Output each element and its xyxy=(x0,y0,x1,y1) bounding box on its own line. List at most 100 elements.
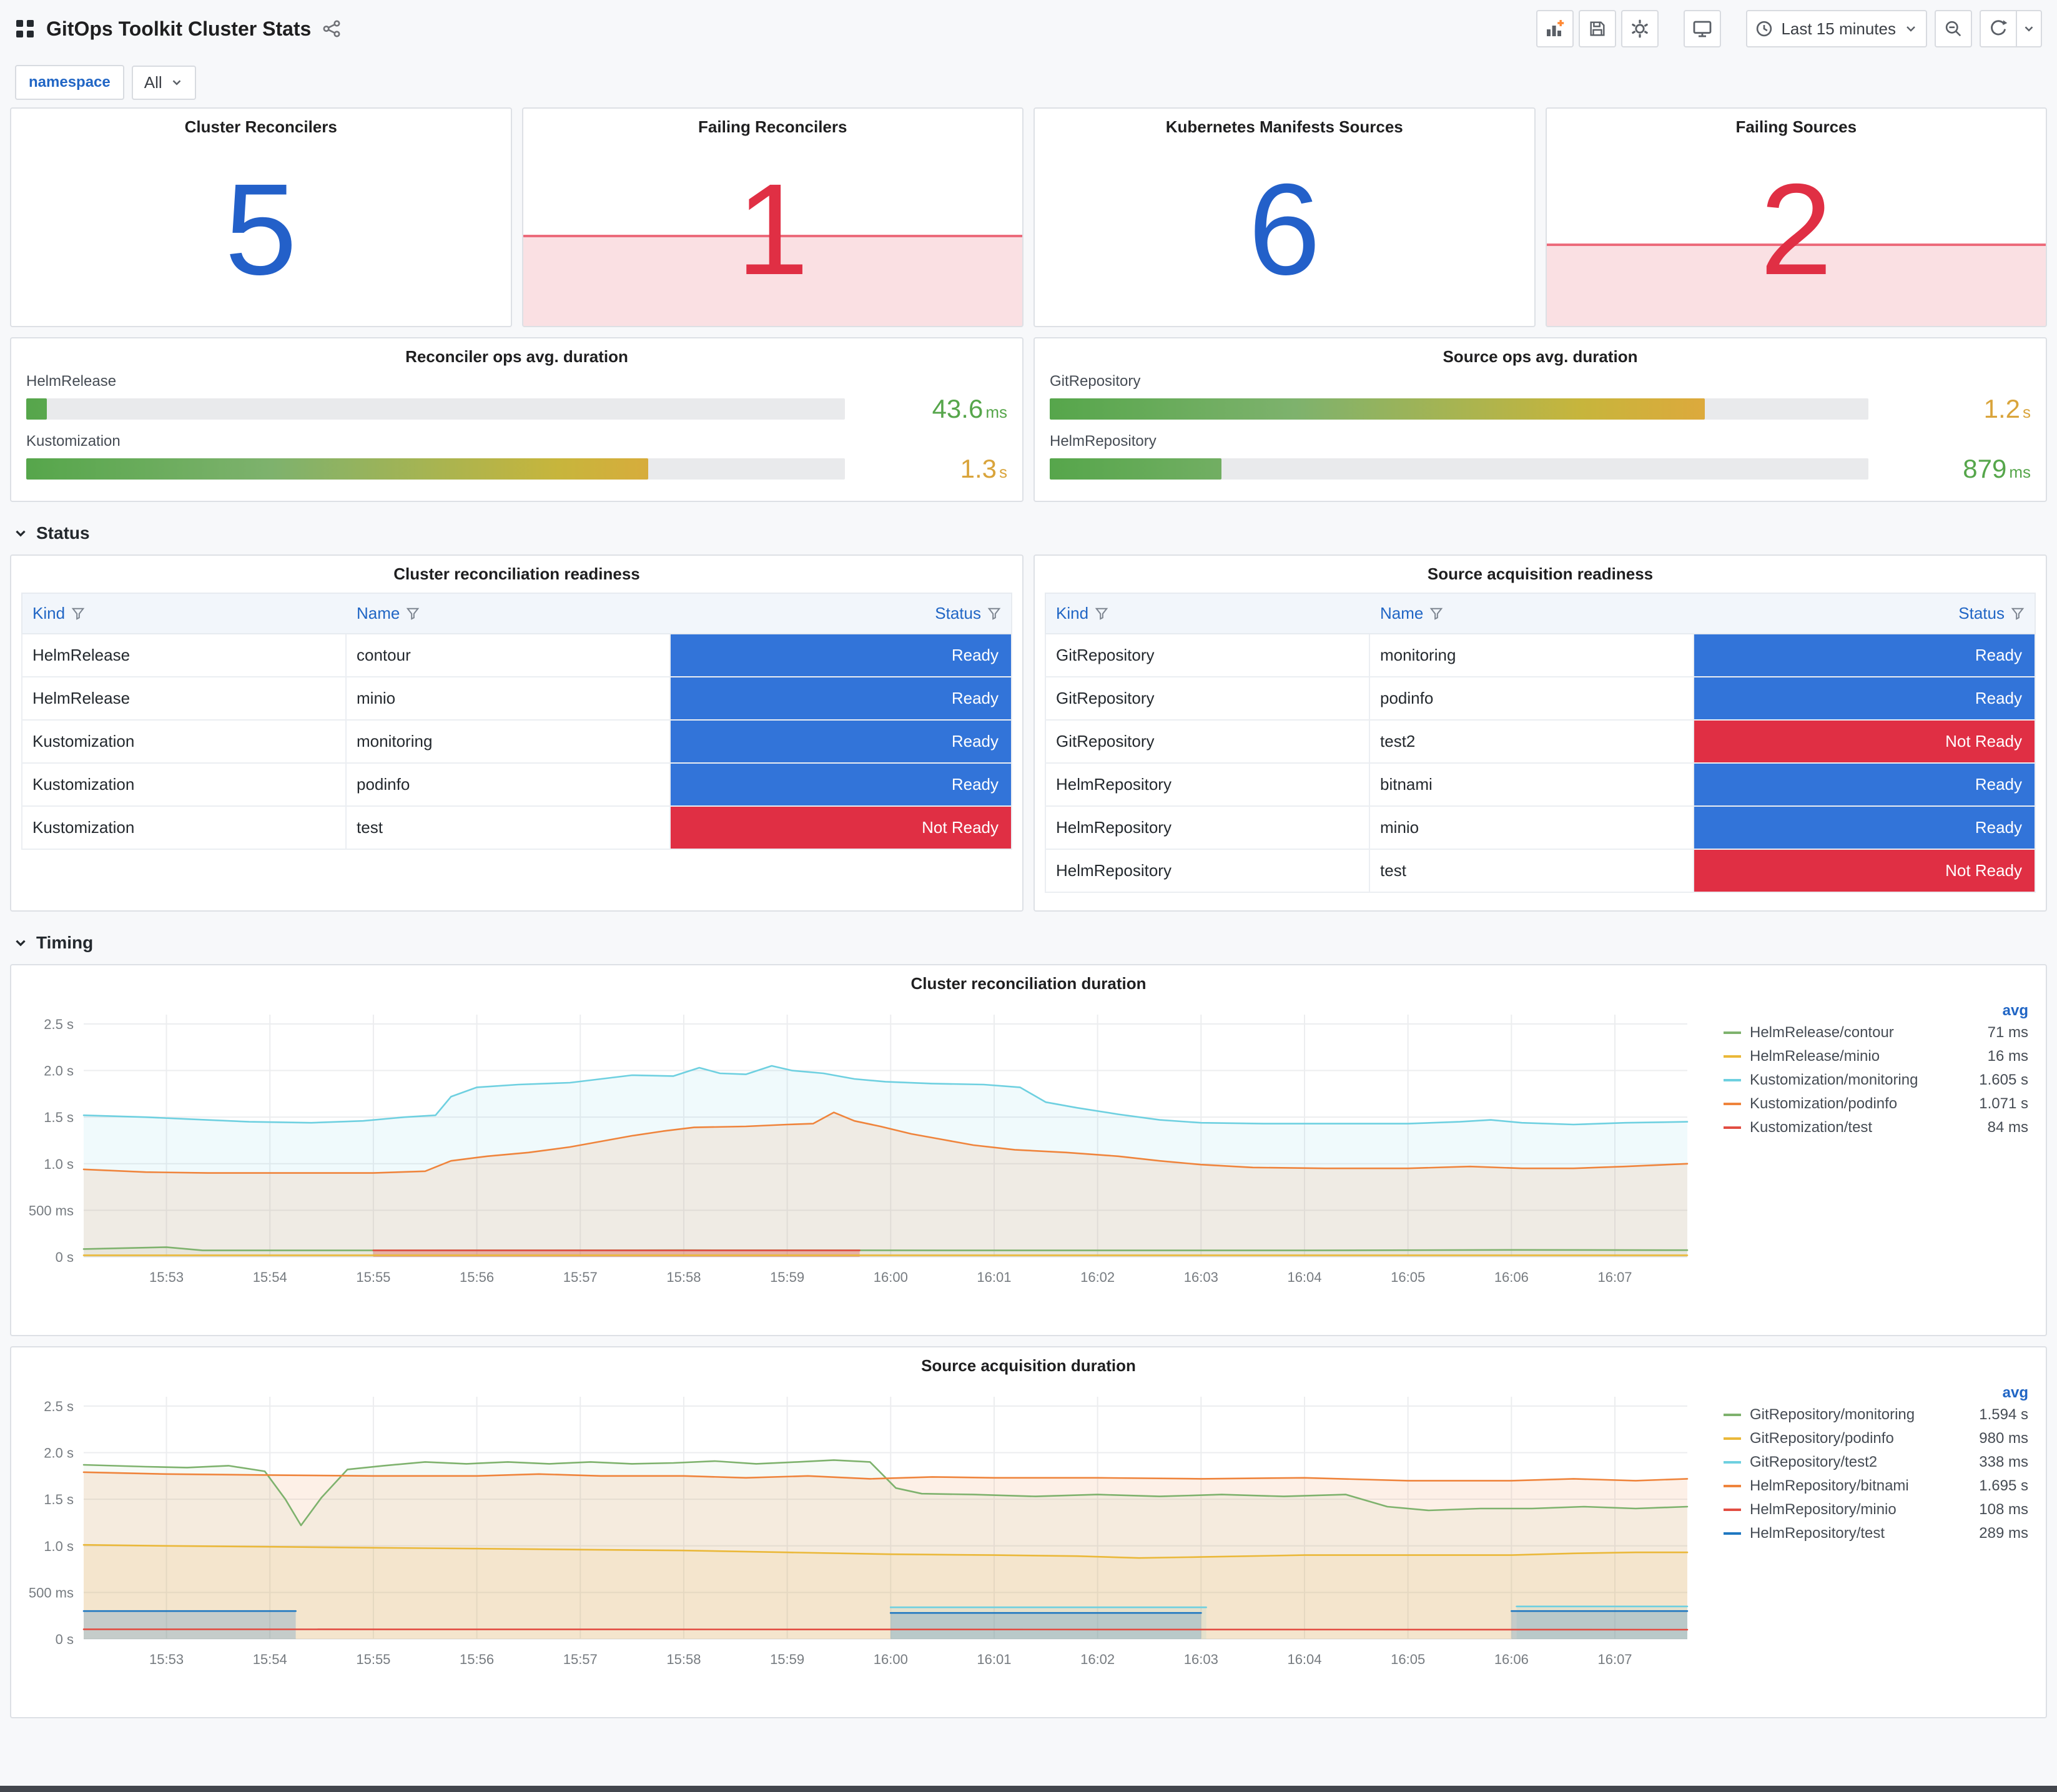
table-row: HelmRelease minio Ready xyxy=(21,677,1012,721)
svg-text:500 ms: 500 ms xyxy=(29,1585,74,1600)
cell-name: contour xyxy=(347,634,671,676)
gauge-bar xyxy=(1050,398,1705,420)
panel-title[interactable]: Reconciler ops avg. duration xyxy=(405,347,628,366)
time-series-chart[interactable]: 0 s 500 ms 1.0 s 1.5 s 2.0 s 2.5 s 15:53 15:54 1… xyxy=(16,1000,1696,1309)
legend-series-name[interactable]: GitRepository/test2 xyxy=(1750,1454,1878,1470)
cell-name: minio xyxy=(347,677,671,719)
dashboard-title[interactable]: GitOps Toolkit Cluster Stats xyxy=(46,17,312,40)
legend-series-name[interactable]: HelmRepository/bitnami xyxy=(1750,1477,1909,1494)
svg-text:2.5 s: 2.5 s xyxy=(44,1017,74,1032)
legend-item: Kustomization/monitoring 1.605 s xyxy=(1724,1068,2028,1092)
svg-text:15:54: 15:54 xyxy=(253,1269,287,1285)
svg-text:15:58: 15:58 xyxy=(666,1269,701,1285)
legend-series-name[interactable]: GitRepository/monitoring xyxy=(1750,1406,1915,1423)
panel-title[interactable]: Kubernetes Manifests Sources xyxy=(1165,117,1403,136)
svg-text:2.0 s: 2.0 s xyxy=(44,1063,74,1079)
column-header-kind[interactable]: Kind xyxy=(1046,594,1370,633)
stat-value: 6 xyxy=(1248,157,1321,302)
legend-series-color xyxy=(1724,1414,1741,1416)
cell-name: podinfo xyxy=(347,764,671,805)
zoom-out-button[interactable] xyxy=(1935,10,1972,47)
gauge-row: GitRepository 1.2 s xyxy=(1050,373,2031,424)
apps-grid-icon[interactable] xyxy=(15,19,35,39)
cell-name: monitoring xyxy=(347,721,671,762)
variable-namespace-dropdown[interactable]: All xyxy=(131,65,196,100)
gauge-panels-row: Reconciler ops avg. duration HelmRelease… xyxy=(10,337,2047,502)
cell-kind: HelmRelease xyxy=(22,677,347,719)
gauge-row: HelmRelease 43.6 ms xyxy=(26,373,1007,424)
chart-plot-area[interactable]: 0 s 500 ms 1.0 s 1.5 s 2.0 s 2.5 s 15:53 15:54 1… xyxy=(16,1000,1711,1309)
panel-title[interactable]: Cluster Reconcilers xyxy=(184,117,337,136)
panel-title[interactable]: Cluster reconciliation duration xyxy=(910,974,1147,993)
column-header-name[interactable]: Name xyxy=(1370,594,1694,633)
cell-kind: GitRepository xyxy=(1046,721,1371,762)
legend-series-name[interactable]: Kustomization/podinfo xyxy=(1750,1095,1898,1112)
panel-title[interactable]: Source acquisition readiness xyxy=(1427,564,1654,583)
filter-icon xyxy=(1430,608,1443,620)
column-header-status[interactable]: Status xyxy=(1694,594,2035,633)
svg-text:15:59: 15:59 xyxy=(770,1652,804,1667)
refresh-button[interactable] xyxy=(1980,10,2017,47)
chart-panel-cluster-reconciliation: Cluster reconciliation duration 0 s 500 m… xyxy=(10,964,2047,1336)
table-header-row: Kind Name Status xyxy=(1045,593,2036,634)
legend-item: HelmRepository/minio 108 ms xyxy=(1724,1498,2028,1522)
gauge-panel-source-ops: Source ops avg. duration GitRepository 1… xyxy=(1033,337,2047,502)
table-panel-cluster-readiness: Cluster reconciliation readiness Kind Na… xyxy=(10,554,1024,912)
column-header-status[interactable]: Status xyxy=(671,594,1011,633)
legend-series-color xyxy=(1724,1126,1741,1129)
legend-avg-header[interactable]: avg xyxy=(2002,1384,2028,1401)
add-panel-button[interactable] xyxy=(1536,10,1574,47)
status-badge: Ready xyxy=(1694,634,2035,676)
status-badge: Ready xyxy=(1694,764,2035,805)
svg-text:1.0 s: 1.0 s xyxy=(44,1156,74,1172)
status-badge: Not Ready xyxy=(671,807,1011,849)
svg-text:15:53: 15:53 xyxy=(149,1652,184,1667)
time-series-chart[interactable]: 0 s 500 ms 1.0 s 1.5 s 2.0 s 2.5 s 15:53 15:54 1… xyxy=(16,1382,1696,1691)
chart-plot-area[interactable]: 0 s 500 ms 1.0 s 1.5 s 2.0 s 2.5 s 15:53 15:54 1… xyxy=(16,1382,1711,1691)
tv-mode-button[interactable] xyxy=(1684,10,1722,47)
svg-text:16:04: 16:04 xyxy=(1287,1652,1321,1667)
panel-title[interactable]: Cluster reconciliation readiness xyxy=(393,564,640,583)
dashboard-settings-button[interactable] xyxy=(1621,10,1659,47)
chevron-down-icon xyxy=(16,530,26,537)
section-status[interactable]: Status xyxy=(12,514,2045,552)
legend-series-color xyxy=(1724,1103,1741,1105)
legend-series-name[interactable]: HelmRepository/minio xyxy=(1750,1501,1897,1518)
legend-avg-header[interactable]: avg xyxy=(2002,1002,2028,1019)
column-header-name[interactable]: Name xyxy=(347,594,671,633)
legend-series-name[interactable]: GitRepository/podinfo xyxy=(1750,1430,1894,1447)
add-panel-icon xyxy=(1547,20,1564,36)
panel-title[interactable]: Source acquisition duration xyxy=(921,1356,1136,1375)
legend-series-name[interactable]: HelmRelease/contour xyxy=(1750,1024,1894,1041)
section-title: Status xyxy=(36,523,90,543)
panel-title[interactable]: Failing Sources xyxy=(1735,117,1857,136)
variables-row: namespace All xyxy=(0,57,2057,107)
svg-text:16:03: 16:03 xyxy=(1184,1652,1218,1667)
svg-text:15:57: 15:57 xyxy=(563,1269,598,1285)
clock-icon xyxy=(1757,21,1772,37)
refresh-interval-dropdown[interactable] xyxy=(2017,10,2042,47)
section-timing[interactable]: Timing xyxy=(12,924,2045,962)
svg-text:0 s: 0 s xyxy=(56,1632,74,1647)
gauge-row: HelmRepository 879 ms xyxy=(1050,433,2031,484)
legend-series-name[interactable]: Kustomization/monitoring xyxy=(1750,1071,1918,1088)
legend-series-color xyxy=(1724,1437,1741,1440)
share-icon[interactable] xyxy=(322,19,341,38)
svg-text:15:56: 15:56 xyxy=(460,1269,494,1285)
column-header-kind[interactable]: Kind xyxy=(22,594,347,633)
legend-series-name[interactable]: HelmRepository/test xyxy=(1750,1525,1885,1542)
gauge-track xyxy=(26,458,845,480)
legend-series-name[interactable]: HelmRelease/minio xyxy=(1750,1048,1880,1065)
cell-kind: HelmRelease xyxy=(22,634,347,676)
legend-series-name[interactable]: Kustomization/test xyxy=(1750,1119,1873,1136)
table-body: GitRepository monitoring Ready GitRepositor… xyxy=(1045,634,2036,893)
panel-title[interactable]: Source ops avg. duration xyxy=(1443,347,1638,366)
filter-icon xyxy=(71,608,85,620)
panel-title[interactable]: Failing Reconcilers xyxy=(698,117,847,136)
save-dashboard-button[interactable] xyxy=(1579,10,1617,47)
time-range-picker[interactable]: Last 15 minutes xyxy=(1746,10,1927,47)
filter-icon xyxy=(2011,608,2025,620)
legend-series-color xyxy=(1724,1079,1741,1081)
chevron-down-icon xyxy=(16,940,26,947)
cell-name: test xyxy=(1370,850,1695,892)
